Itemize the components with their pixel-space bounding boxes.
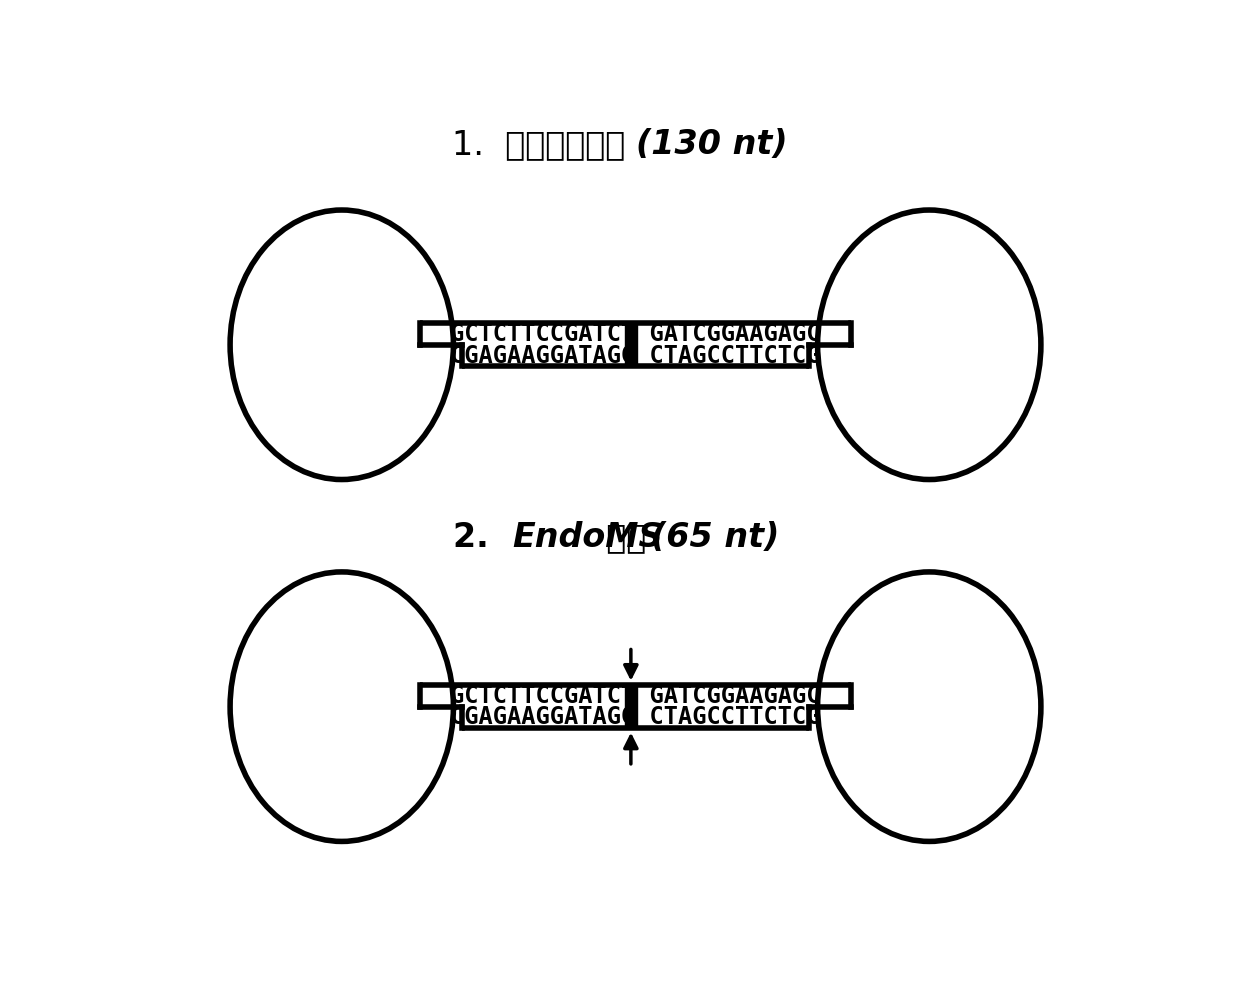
Text: CGAGAAGGATAGG CTAGCCTTCTCG: CGAGAAGGATAGG CTAGCCTTCTCG bbox=[450, 344, 821, 367]
Text: 切割: 切割 bbox=[585, 520, 668, 554]
Text: GCTCTTCCGATCT GATCGGAAGAGC: GCTCTTCCGATCT GATCGGAAGAGC bbox=[450, 322, 821, 346]
Text: EndoMS: EndoMS bbox=[512, 520, 663, 554]
Bar bbox=[625, 685, 636, 728]
Text: (65 nt): (65 nt) bbox=[651, 520, 779, 554]
Bar bbox=[625, 323, 636, 366]
Text: 2.: 2. bbox=[454, 520, 512, 554]
Text: 1.  衍接子二聚体: 1. 衍接子二聚体 bbox=[451, 128, 635, 161]
Text: (130 nt): (130 nt) bbox=[635, 128, 787, 161]
Text: GCTCTTCCGATCT GATCGGAAGAGC: GCTCTTCCGATCT GATCGGAAGAGC bbox=[450, 684, 821, 708]
Text: CGAGAAGGATAGG CTAGCCTTCTCG: CGAGAAGGATAGG CTAGCCTTCTCG bbox=[450, 705, 821, 730]
